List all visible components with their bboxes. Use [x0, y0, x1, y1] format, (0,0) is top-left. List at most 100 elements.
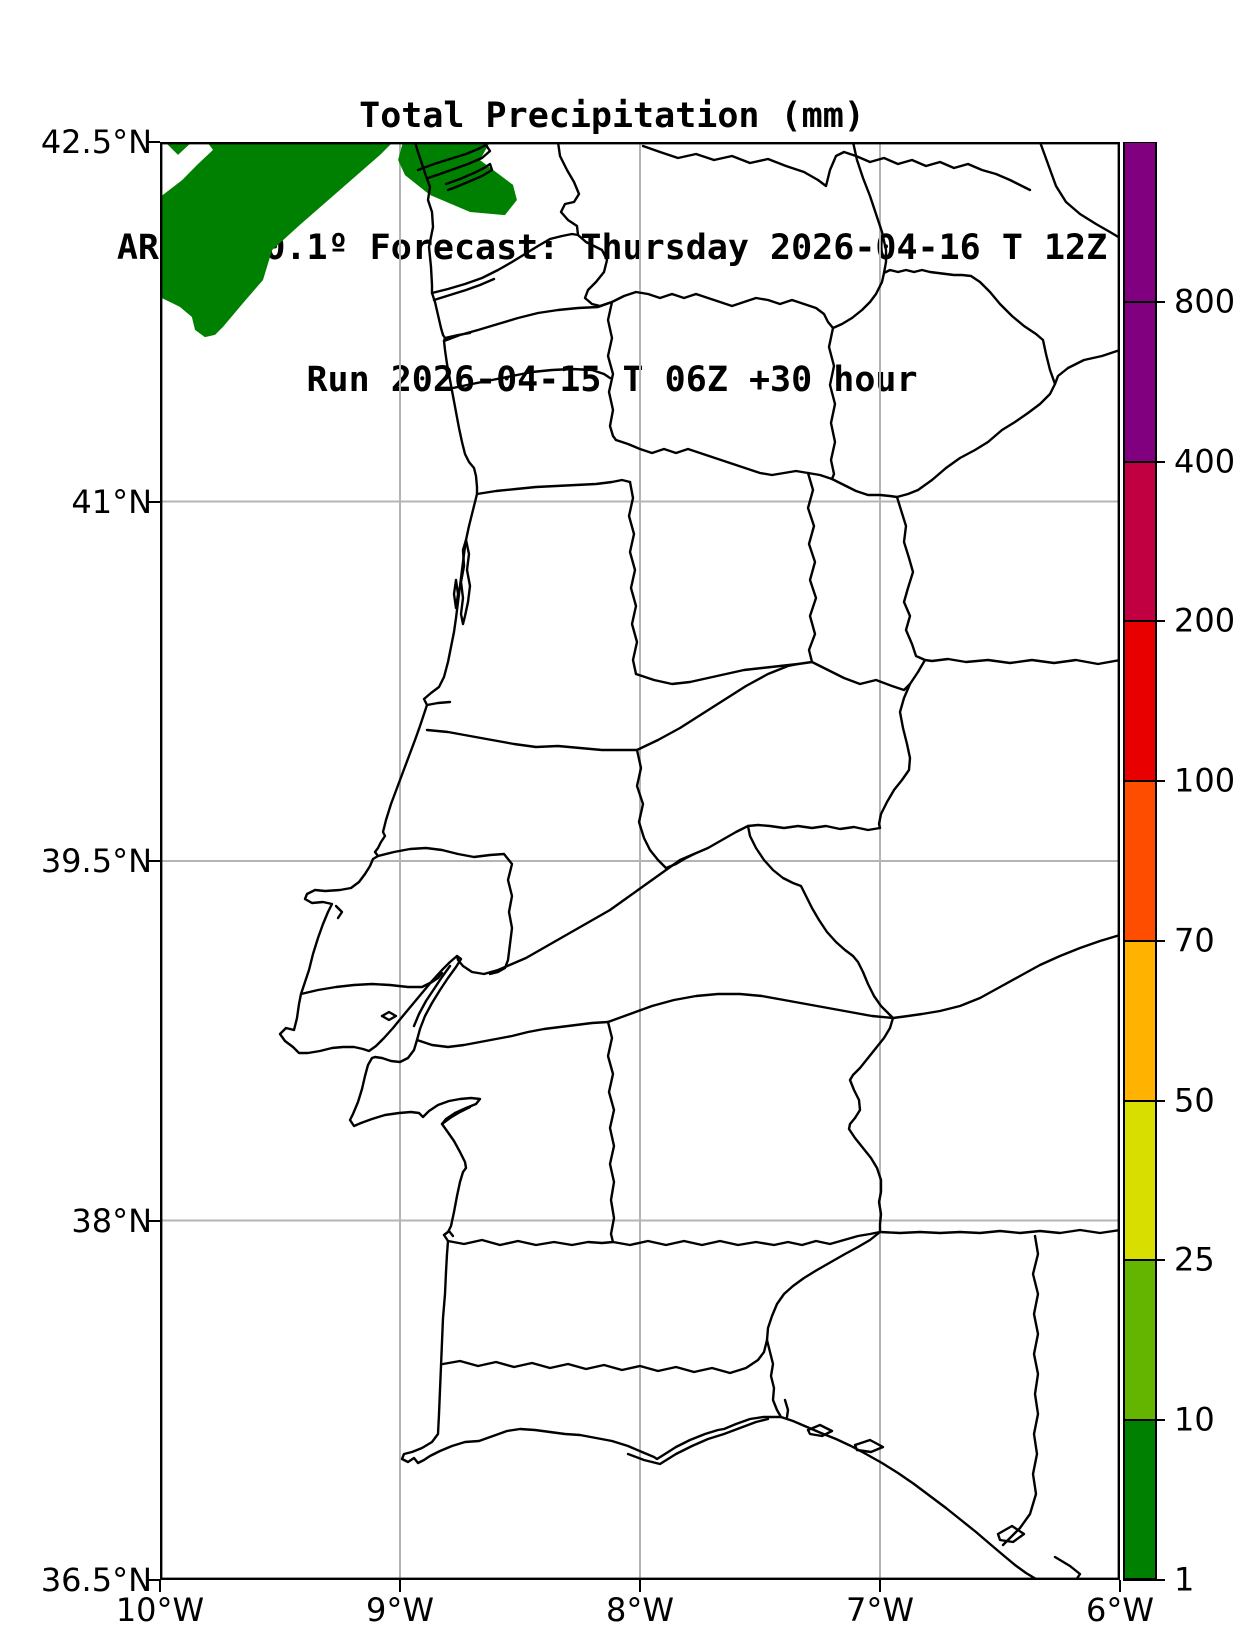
coastline-path [278, 142, 1044, 1580]
spain-border-path [430, 232, 1057, 1419]
district-boundary-path [1053, 1555, 1082, 1580]
colorbar-segment [1125, 1258, 1155, 1419]
colorbar-label: 800 [1174, 282, 1236, 321]
district-boundary-path [627, 480, 639, 676]
district-boundary-path [606, 1020, 616, 1244]
district-boundary-path [556, 142, 581, 237]
colorbar-label: 1 [1174, 1560, 1195, 1599]
chart-run-info: Run 2026-04-15 T 06Z +30 hour [306, 360, 918, 400]
district-boundary-path [416, 143, 492, 180]
colorbar-label: 100 [1174, 761, 1236, 800]
district-boundary-path [432, 277, 496, 302]
district-boundary-path [440, 1105, 472, 1126]
district-boundary-path [425, 728, 639, 752]
district-boundary-path [626, 1417, 770, 1466]
y-axis-tick [148, 1219, 160, 1222]
x-axis-tick-label: 9°W [366, 1591, 434, 1629]
district-boundary-path [299, 971, 444, 996]
colorbar-label: 10 [1174, 1400, 1215, 1439]
map-area [160, 142, 1120, 1580]
y-axis-tick-label: 36.5°N [40, 1561, 152, 1599]
colorbar-tick [1123, 1099, 1165, 1102]
colorbar-label: 25 [1174, 1240, 1215, 1279]
district-boundary-path [878, 1228, 1120, 1235]
y-axis-tick [148, 1579, 160, 1581]
map-frame [160, 142, 1120, 1580]
y-axis-tick-label: 42.5°N [40, 123, 152, 161]
colorbar-tick [1123, 1419, 1165, 1422]
district-boundary-path [415, 1020, 610, 1049]
district-boundary-path [1001, 1234, 1040, 1547]
district-boundary-path [827, 326, 837, 481]
colorbar-tick [1123, 300, 1165, 303]
x-axis-tick [639, 1580, 641, 1592]
district-boundary-path [806, 471, 818, 664]
colorbar [1123, 142, 1157, 1580]
precipitation-areas [160, 142, 517, 338]
precipitation-area [165, 142, 192, 155]
colorbar-tick [1123, 1259, 1165, 1262]
y-axis-tick [148, 141, 160, 143]
colorbar-segment [1125, 143, 1155, 304]
district-boundary-path [810, 660, 912, 692]
district-boundary-path [606, 300, 618, 442]
y-axis-tick-label: 38°N [71, 1201, 152, 1240]
district-boundary-path [1038, 142, 1120, 240]
colorbar-tick [1123, 460, 1165, 463]
colorbar-tick [1123, 939, 1165, 942]
district-boundary-path [443, 331, 472, 340]
x-axis-tick-label: 10°W [115, 1591, 205, 1629]
colorbar-tick [1123, 1579, 1165, 1581]
y-axis-tick-label: 39.5°N [40, 842, 152, 880]
precipitation-area [398, 142, 517, 216]
district-boundary-path [442, 300, 614, 343]
x-axis-tick [159, 1580, 161, 1592]
y-axis-tick [148, 860, 160, 862]
colorbar-segment [1125, 780, 1155, 941]
district-boundary-path [475, 478, 632, 496]
colorbar-label: 200 [1174, 601, 1236, 640]
colorbar-label: 400 [1174, 441, 1236, 480]
x-axis-tick [399, 1580, 401, 1592]
chart-title: Total Precipitation (mm) [359, 96, 865, 136]
colorbar-segment [1125, 940, 1155, 1100]
district-boundary-path [451, 367, 612, 390]
district-boundary-path [446, 1238, 615, 1247]
district-boundary-path [459, 538, 472, 626]
district-boundary-path [452, 578, 460, 610]
x-axis-tick-label: 8°W [606, 1591, 674, 1629]
y-axis-tick [148, 500, 160, 503]
district-boundary-path [891, 933, 1120, 1020]
district-boundary-path [614, 438, 899, 499]
colorbar-tick [1123, 780, 1165, 783]
x-axis-tick-label: 6°W [1086, 1591, 1154, 1629]
x-axis-tick-label: 7°W [846, 1591, 914, 1629]
colorbar-label: 70 [1174, 921, 1215, 960]
district-boundary-path [412, 964, 452, 1028]
colorbar-label: 50 [1174, 1081, 1215, 1120]
district-boundary-path [634, 660, 814, 686]
district-boundary-path [442, 1229, 455, 1238]
colorbar-segment [1125, 621, 1155, 782]
district-boundary-path [376, 846, 514, 976]
y-axis-tick-label: 41°N [71, 482, 152, 521]
x-axis-tick [879, 1580, 881, 1592]
district-boundary-path [806, 1423, 834, 1438]
district-boundary-path [611, 1230, 882, 1247]
district-boundary-path [441, 1338, 769, 1375]
colorbar-segment [1125, 302, 1155, 463]
precipitation-area [160, 142, 393, 338]
district-boundary-path [444, 162, 494, 192]
district-boundary-path [851, 142, 888, 275]
district-boundary-path [606, 992, 895, 1024]
basemap-boundaries [278, 142, 1120, 1580]
district-boundary-path [1053, 348, 1120, 386]
district-boundary-path [635, 748, 696, 870]
grid-lines [160, 142, 1120, 1580]
district-boundary-path [425, 700, 452, 707]
district-boundary-path [455, 824, 750, 976]
district-boundary-path [380, 1010, 398, 1022]
colorbar-segment [1125, 1418, 1155, 1578]
district-boundary-path [923, 657, 1120, 666]
district-boundary-path [783, 1398, 790, 1419]
